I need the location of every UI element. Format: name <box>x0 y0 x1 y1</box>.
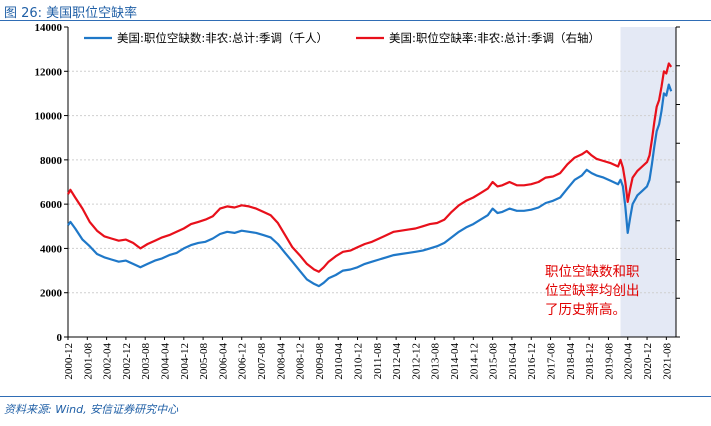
y-tick-label: 2000 <box>40 288 63 300</box>
x-tick-label: 2014-12 <box>468 343 480 380</box>
x-tick-label: 2009-08 <box>314 343 326 380</box>
annotation-line: 位空缺率均创出 <box>545 282 640 299</box>
legend-label-2: 美国:职位空缺率:非农:总计:季调（右轴） <box>389 31 600 45</box>
vacancy-line-chart: 0 2000 4000 6000 8000 10000 12000 14000 2000-12… <box>35 22 680 380</box>
x-tick-label: 2004-12 <box>179 343 191 380</box>
x-tick-label: 2003-08 <box>140 343 152 380</box>
y-tick-label: 8000 <box>40 155 63 167</box>
x-tick-label: 2020-12 <box>642 343 654 380</box>
grid-layer <box>68 70 676 294</box>
source-divider <box>0 396 711 397</box>
x-tick-label: 2005-08 <box>198 343 210 380</box>
x-tick-label: 2008-12 <box>295 343 307 380</box>
x-tick-label: 2015-08 <box>488 343 500 380</box>
figure-source: 资料来源: Wind, 安信证券研究中心 <box>4 403 179 416</box>
x-tick-label: 2002-12 <box>121 343 133 380</box>
y-tick-label: 6000 <box>40 199 63 211</box>
x-tick-label: 2017-08 <box>546 343 558 380</box>
x-tick-label: 2020-04 <box>623 343 635 380</box>
y-tick-label: 14000 <box>35 22 63 34</box>
x-tick-label: 2013-08 <box>430 343 442 380</box>
series-line-2 <box>67 62 673 273</box>
x-tick-labels: 2000-12 2001-08 2002-04 2002-12 2003-08 2004-… <box>63 337 673 380</box>
legend-label-1: 美国:职位空缺数:非农:总计:季调（千人） <box>117 31 328 45</box>
y-tick-label: 0 <box>57 332 63 344</box>
y-tick-labels: 0 2000 4000 6000 8000 10000 12000 14000 <box>35 22 68 344</box>
x-tick-label: 2010-04 <box>333 343 345 380</box>
annotation-line: 职位空缺数和职 <box>545 264 640 280</box>
x-tick-label: 2011-08 <box>372 343 384 380</box>
annotation-line: 了历史新高。 <box>545 301 626 318</box>
title-divider <box>0 20 711 21</box>
legend: 美国:职位空缺数:非农:总计:季调（千人） 美国:职位空缺率:非农:总计:季调（右… <box>84 31 600 45</box>
series-layer <box>67 62 673 288</box>
x-tick-label: 2019-08 <box>603 343 615 380</box>
x-tick-label: 2008-04 <box>275 343 287 380</box>
x-tick-label: 2000-12 <box>63 343 75 380</box>
y-tick-label: 4000 <box>40 243 63 255</box>
figure-title: 图 26: 美国职位空缺率 <box>4 6 138 21</box>
x-tick-label: 2018-04 <box>565 343 577 380</box>
x-tick-label: 2001-08 <box>82 343 94 380</box>
x-tick-label: 2014-04 <box>449 343 461 380</box>
x-tick-label: 2006-04 <box>217 343 229 380</box>
x-tick-label: 2021-08 <box>661 343 673 380</box>
axes-layer <box>67 26 680 338</box>
x-tick-label: 2016-12 <box>526 343 538 380</box>
x-tick-label: 2016-04 <box>507 343 519 380</box>
x-tick-label: 2004-04 <box>160 343 172 380</box>
x-tick-label: 2012-12 <box>410 343 422 380</box>
x-tick-label: 2018-12 <box>584 343 596 380</box>
x-tick-label: 2010-12 <box>353 343 365 380</box>
series-line-1 <box>67 83 673 288</box>
x-tick-label: 2006-12 <box>237 343 249 380</box>
y-tick-label: 12000 <box>35 66 63 78</box>
x-tick-label: 2012-04 <box>391 343 403 380</box>
x-tick-label: 2002-04 <box>102 343 114 380</box>
x-tick-label: 2007-08 <box>256 343 268 380</box>
y-tick-label: 10000 <box>35 111 63 123</box>
